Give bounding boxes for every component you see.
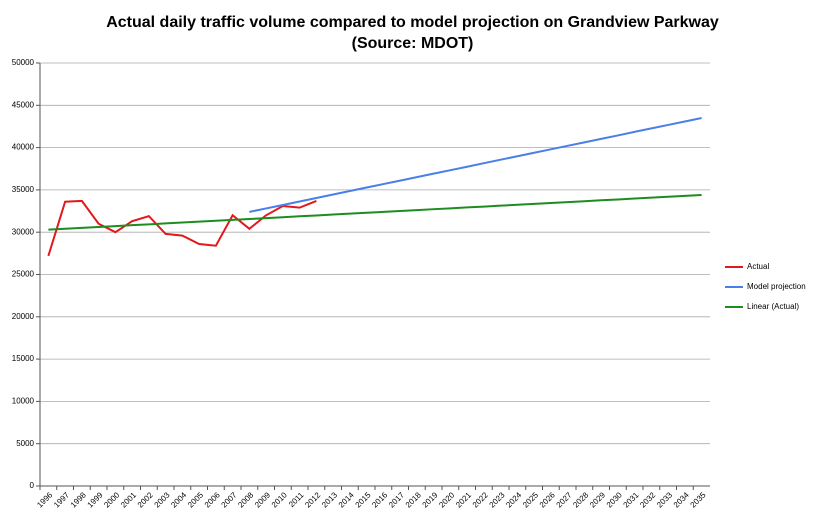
x-tick-label: 1997 <box>52 490 71 509</box>
x-tick-label: 2034 <box>672 490 691 509</box>
x-tick-label: 2020 <box>437 490 456 509</box>
x-tick-label: 2010 <box>270 490 289 509</box>
x-tick-label: 1999 <box>86 490 105 509</box>
x-tick-label: 2013 <box>320 490 339 509</box>
x-tick-label: 2012 <box>303 490 322 509</box>
x-tick-label: 2033 <box>655 490 674 509</box>
legend-label: Actual <box>747 262 769 271</box>
x-tick-label: 2002 <box>136 490 155 509</box>
x-tick-label: 2026 <box>538 490 557 509</box>
series-line <box>47 199 317 257</box>
y-tick-label: 5000 <box>16 439 34 448</box>
x-tick-label: 1998 <box>69 490 88 509</box>
series-line <box>48 193 702 231</box>
x-tick-label: 2016 <box>370 490 389 509</box>
y-tick-label: 45000 <box>12 100 35 109</box>
legend-label: Linear (Actual) <box>747 302 799 311</box>
series-line <box>249 117 702 213</box>
y-tick-label: 50000 <box>12 58 35 67</box>
x-tick-label: 2000 <box>102 490 121 509</box>
x-tick-label: 2003 <box>153 490 172 509</box>
x-tick-label: 2019 <box>421 490 440 509</box>
x-tick-label: 2032 <box>638 490 657 509</box>
x-tick-label: 2009 <box>253 490 272 509</box>
x-tick-label: 2021 <box>454 490 473 509</box>
y-tick-label: 10000 <box>12 397 35 406</box>
x-tick-label: 2022 <box>471 490 490 509</box>
x-tick-label: 2031 <box>622 490 641 509</box>
x-tick-label: 2023 <box>488 490 507 509</box>
x-tick-label: 2008 <box>236 490 255 509</box>
y-tick-label: 15000 <box>12 354 35 363</box>
x-tick-label: 2035 <box>689 490 708 509</box>
x-tick-label: 2015 <box>354 490 373 509</box>
y-tick-label: 35000 <box>12 185 35 194</box>
y-tick-label: 0 <box>30 481 35 490</box>
legend-label: Model projection <box>747 282 806 291</box>
x-tick-label: 2030 <box>605 490 624 509</box>
x-tick-label: 2024 <box>504 490 523 509</box>
y-tick-label: 20000 <box>12 312 35 321</box>
x-tick-label: 2004 <box>169 490 188 509</box>
x-tick-label: 2007 <box>220 490 239 509</box>
x-tick-label: 2029 <box>588 490 607 509</box>
x-tick-label: 2001 <box>119 490 138 509</box>
x-tick-label: 2028 <box>571 490 590 509</box>
y-tick-label: 25000 <box>12 270 35 279</box>
x-tick-label: 2025 <box>521 490 540 509</box>
x-tick-label: 2017 <box>387 490 406 509</box>
y-tick-label: 40000 <box>12 143 35 152</box>
x-tick-label: 2018 <box>404 490 423 509</box>
y-tick-label: 30000 <box>12 227 35 236</box>
x-tick-label: 1996 <box>35 490 54 509</box>
x-tick-label: 2027 <box>555 490 574 509</box>
x-tick-label: 2011 <box>287 490 306 509</box>
x-tick-label: 2006 <box>203 490 222 509</box>
chart-title: Actual daily traffic volume compared to … <box>106 14 719 52</box>
x-tick-label: 2005 <box>186 490 205 509</box>
x-tick-label: 2014 <box>337 490 356 509</box>
